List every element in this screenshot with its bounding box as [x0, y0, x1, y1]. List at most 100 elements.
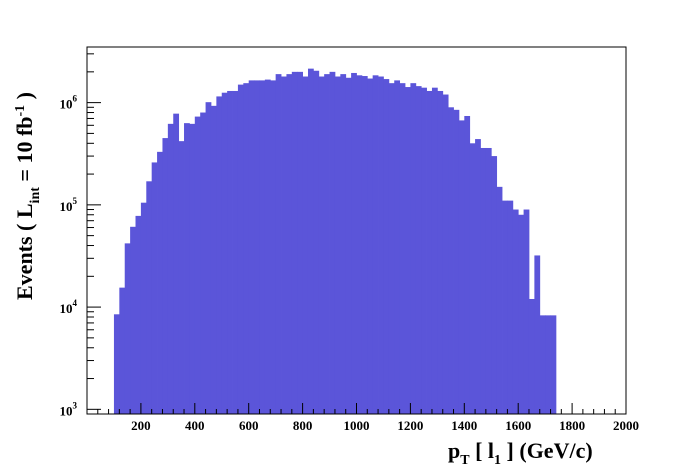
histogram-bar	[512, 209, 519, 414]
histogram-bar	[275, 74, 282, 415]
y-tick-label: 106	[60, 94, 78, 112]
x-tick-label: 1800	[559, 418, 585, 433]
y-tick-label: 103	[60, 400, 78, 418]
histogram-bar	[421, 87, 427, 415]
histogram-bar	[140, 202, 147, 414]
y-axis-ticks	[87, 53, 101, 415]
histogram-bar	[426, 90, 433, 414]
histogram-bar	[307, 68, 314, 414]
histogram-bar	[124, 243, 131, 414]
histogram-bar	[523, 209, 530, 414]
histogram-bar	[113, 314, 120, 414]
histogram-bar	[130, 226, 136, 414]
histogram-bar	[550, 315, 557, 414]
histogram-bar	[259, 80, 266, 414]
y-tick-label: 104	[60, 298, 78, 316]
histogram-bar	[480, 147, 487, 415]
histogram-bar	[534, 255, 541, 414]
histogram-bar	[372, 75, 379, 414]
histogram-bar	[281, 76, 287, 415]
histogram-bar	[270, 80, 277, 414]
histogram-bars	[113, 68, 557, 415]
histogram-bar	[313, 70, 320, 414]
histogram-bar	[286, 74, 293, 415]
histogram-bar	[431, 87, 438, 415]
histogram-bar	[254, 80, 260, 414]
histogram-bar	[475, 139, 481, 414]
x-axis-tick-labels: 200 400 600 800 1000 1200 1400 1600 1800 2000	[131, 418, 639, 433]
histogram-bar	[173, 113, 180, 415]
histogram-bar	[162, 138, 169, 414]
histogram-bar	[248, 80, 255, 414]
histogram-bar	[324, 74, 330, 415]
histogram-bar	[518, 214, 524, 414]
histogram-bar	[496, 186, 503, 414]
histogram-bar	[329, 71, 336, 414]
x-tick-label: 200	[131, 418, 151, 433]
histogram-bar	[184, 123, 190, 414]
histogram-bar	[405, 87, 411, 415]
histogram-bar	[119, 287, 126, 414]
histogram-bar	[194, 116, 201, 414]
histogram-bar	[507, 200, 514, 414]
histogram-bar	[200, 112, 206, 414]
histogram-bar	[232, 90, 239, 414]
x-axis-ticks	[86, 403, 627, 414]
histogram-bar	[318, 76, 325, 415]
y-axis-title: Events ( Lint = 10 fb-1 )	[12, 92, 43, 300]
y-axis-tick-labels: 103 104 105 106	[60, 94, 78, 419]
x-axis-title: pT [ l1 ] (GeV/c)	[448, 438, 593, 468]
histogram-bar	[399, 83, 406, 414]
histogram-bar	[243, 83, 250, 414]
histogram-bar	[221, 92, 228, 415]
histogram-bar	[491, 156, 498, 414]
histogram-bar	[157, 151, 163, 414]
histogram-bar	[216, 96, 223, 415]
histogram-bar	[237, 84, 244, 415]
histogram-bar	[415, 86, 422, 415]
x-tick-label: 800	[293, 418, 313, 433]
histogram-bar	[410, 83, 417, 414]
histogram-bar	[378, 76, 384, 415]
histogram-bar	[264, 79, 271, 414]
histogram-bar	[388, 83, 395, 414]
histogram-bar	[291, 71, 298, 414]
histogram-bar	[502, 200, 508, 414]
histogram-bar	[356, 75, 363, 414]
histogram-bar	[178, 141, 185, 414]
histogram-bar	[297, 71, 303, 414]
y-tick-label: 105	[60, 196, 78, 214]
histogram-bar	[367, 78, 374, 414]
histogram-bar	[205, 102, 212, 415]
histogram-bar	[345, 77, 352, 414]
histogram-bar	[167, 123, 174, 414]
histogram-bar	[458, 120, 465, 415]
x-tick-label: 1600	[505, 418, 531, 433]
histogram-bar	[135, 215, 142, 414]
histogram-bar	[528, 298, 535, 414]
x-tick-label: 1200	[397, 418, 423, 433]
histogram-bar	[334, 76, 341, 415]
histogram-bar	[485, 147, 492, 415]
histogram-bar	[442, 94, 449, 414]
x-tick-label: 600	[239, 418, 259, 433]
x-tick-label: 1000	[344, 418, 370, 433]
histogram-bar	[437, 90, 444, 414]
histogram-bar	[469, 143, 476, 415]
histogram-bar	[545, 315, 551, 414]
x-tick-label: 400	[185, 418, 205, 433]
x-tick-label: 2000	[613, 418, 639, 433]
histogram-bar	[361, 76, 368, 414]
histogram-bar	[146, 181, 153, 414]
histogram-bar	[227, 90, 233, 414]
histogram-bar	[340, 74, 347, 415]
histogram-bar	[453, 109, 460, 414]
histogram-bar	[302, 76, 309, 415]
histogram-bar	[464, 115, 471, 415]
histogram-bar	[448, 107, 454, 415]
histogram-bar	[539, 315, 546, 414]
x-tick-label: 1400	[451, 418, 477, 433]
histogram-bar	[351, 72, 357, 414]
histogram-bar	[210, 105, 217, 414]
